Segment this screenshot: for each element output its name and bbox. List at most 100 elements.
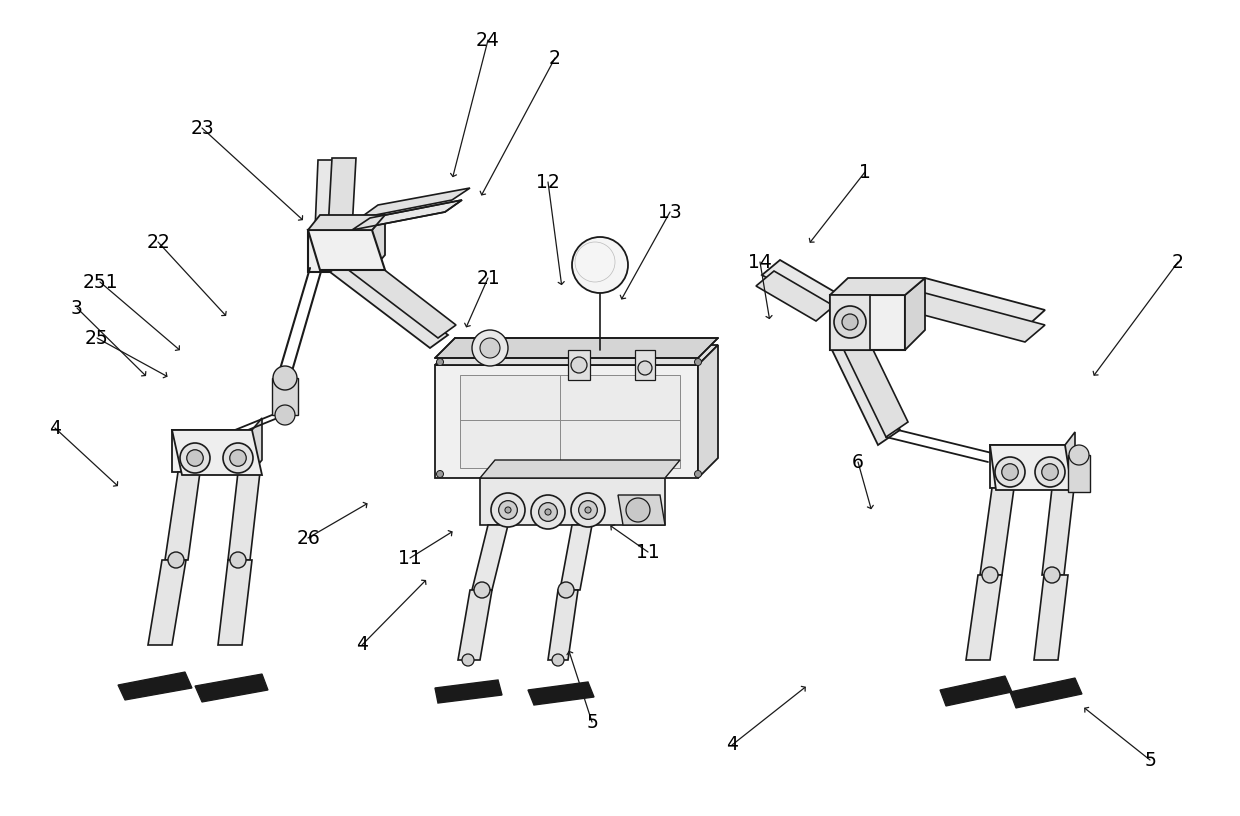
Text: 2: 2	[549, 48, 560, 68]
Polygon shape	[435, 365, 698, 478]
Polygon shape	[698, 345, 718, 478]
Polygon shape	[472, 525, 508, 590]
Polygon shape	[118, 672, 192, 700]
Circle shape	[982, 567, 998, 583]
Text: 13: 13	[658, 202, 682, 221]
Circle shape	[694, 358, 702, 366]
Circle shape	[273, 366, 298, 390]
Circle shape	[472, 330, 508, 366]
Circle shape	[694, 471, 702, 477]
Polygon shape	[990, 445, 1065, 488]
Circle shape	[498, 501, 517, 519]
Circle shape	[436, 358, 444, 366]
Text: 26: 26	[296, 529, 320, 548]
Circle shape	[1044, 567, 1060, 583]
Polygon shape	[172, 430, 252, 472]
Text: 21: 21	[476, 268, 500, 287]
Polygon shape	[940, 676, 1012, 706]
Polygon shape	[218, 560, 252, 645]
Text: 12: 12	[536, 172, 560, 192]
Circle shape	[180, 443, 210, 473]
Polygon shape	[839, 327, 908, 437]
Text: 11: 11	[636, 543, 660, 561]
Circle shape	[187, 450, 203, 466]
Polygon shape	[635, 350, 655, 380]
Polygon shape	[1068, 455, 1090, 492]
Circle shape	[275, 405, 295, 425]
Circle shape	[579, 501, 598, 519]
Text: 4: 4	[356, 636, 368, 654]
Polygon shape	[372, 215, 384, 270]
Polygon shape	[830, 295, 905, 350]
Text: 5: 5	[587, 712, 598, 731]
Polygon shape	[528, 682, 594, 705]
Text: 24: 24	[476, 30, 500, 50]
Circle shape	[223, 443, 253, 473]
Polygon shape	[905, 278, 925, 350]
Circle shape	[626, 498, 650, 522]
Polygon shape	[830, 295, 870, 350]
Text: 14: 14	[748, 252, 773, 272]
Polygon shape	[905, 278, 1045, 328]
Circle shape	[474, 582, 490, 598]
Polygon shape	[435, 680, 502, 703]
Circle shape	[552, 654, 564, 666]
Text: 23: 23	[190, 118, 213, 138]
Polygon shape	[480, 478, 665, 525]
Circle shape	[994, 457, 1025, 487]
Text: 4: 4	[725, 735, 738, 755]
Polygon shape	[352, 200, 463, 230]
Circle shape	[842, 314, 858, 330]
Circle shape	[491, 493, 525, 527]
Polygon shape	[360, 188, 470, 218]
Circle shape	[436, 471, 444, 477]
Text: 6: 6	[852, 453, 864, 472]
Polygon shape	[228, 472, 260, 560]
Polygon shape	[272, 378, 298, 415]
Polygon shape	[308, 230, 384, 270]
Polygon shape	[1042, 488, 1074, 575]
Polygon shape	[308, 215, 384, 230]
Polygon shape	[756, 271, 835, 321]
Polygon shape	[1065, 432, 1075, 488]
Circle shape	[572, 237, 627, 293]
Polygon shape	[252, 418, 262, 472]
Polygon shape	[548, 590, 578, 660]
Circle shape	[558, 582, 574, 598]
Text: 3: 3	[71, 299, 83, 317]
Polygon shape	[560, 525, 591, 590]
Polygon shape	[165, 472, 200, 560]
Text: 22: 22	[146, 233, 170, 251]
Circle shape	[229, 450, 247, 466]
Text: 11: 11	[398, 548, 422, 567]
Polygon shape	[763, 260, 839, 310]
Circle shape	[570, 493, 605, 527]
Polygon shape	[308, 230, 372, 272]
Circle shape	[229, 552, 246, 568]
Circle shape	[544, 509, 551, 515]
Circle shape	[1042, 463, 1058, 481]
Polygon shape	[480, 460, 680, 478]
Circle shape	[639, 361, 652, 375]
Polygon shape	[980, 488, 1014, 575]
Text: 251: 251	[82, 273, 118, 291]
Polygon shape	[172, 430, 262, 475]
Polygon shape	[830, 278, 925, 295]
Polygon shape	[330, 258, 448, 348]
Polygon shape	[315, 160, 342, 230]
Circle shape	[480, 338, 500, 358]
Polygon shape	[195, 674, 268, 702]
Text: 5: 5	[1145, 751, 1156, 769]
Text: 4: 4	[50, 419, 61, 437]
Polygon shape	[1011, 678, 1083, 708]
Circle shape	[835, 306, 866, 338]
Circle shape	[463, 654, 474, 666]
Circle shape	[531, 495, 565, 529]
Polygon shape	[618, 495, 665, 525]
Polygon shape	[339, 248, 456, 338]
Text: 2: 2	[1172, 252, 1184, 272]
Polygon shape	[905, 293, 1045, 342]
Polygon shape	[458, 590, 492, 660]
Polygon shape	[832, 335, 900, 445]
Circle shape	[1002, 463, 1018, 481]
